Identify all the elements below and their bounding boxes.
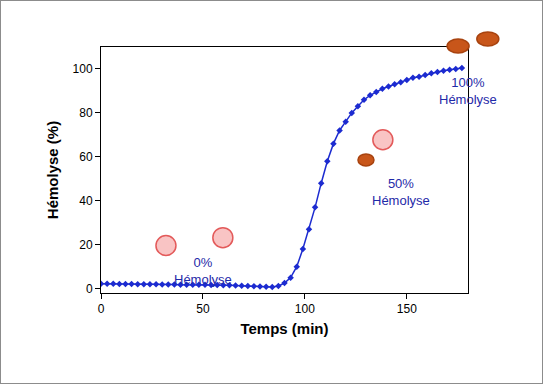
svg-text:Temps (min): Temps (min) (240, 320, 328, 337)
svg-text:0: 0 (98, 302, 105, 316)
svg-text:100: 100 (73, 62, 93, 76)
svg-text:80: 80 (79, 106, 93, 120)
svg-text:60: 60 (79, 150, 93, 164)
svg-text:150: 150 (397, 302, 417, 316)
svg-text:20: 20 (79, 238, 93, 252)
svg-text:Hémolyse (%): Hémolyse (%) (44, 121, 61, 219)
svg-text:50%Hémolyse: 50%Hémolyse (372, 176, 430, 208)
svg-text:100: 100 (295, 302, 315, 316)
svg-text:0%Hémolyse: 0%Hémolyse (174, 255, 232, 287)
svg-text:100%Hémolyse: 100%Hémolyse (439, 75, 497, 107)
svg-text:40: 40 (79, 194, 93, 208)
svg-text:50: 50 (196, 302, 210, 316)
svg-text:0: 0 (86, 282, 93, 296)
